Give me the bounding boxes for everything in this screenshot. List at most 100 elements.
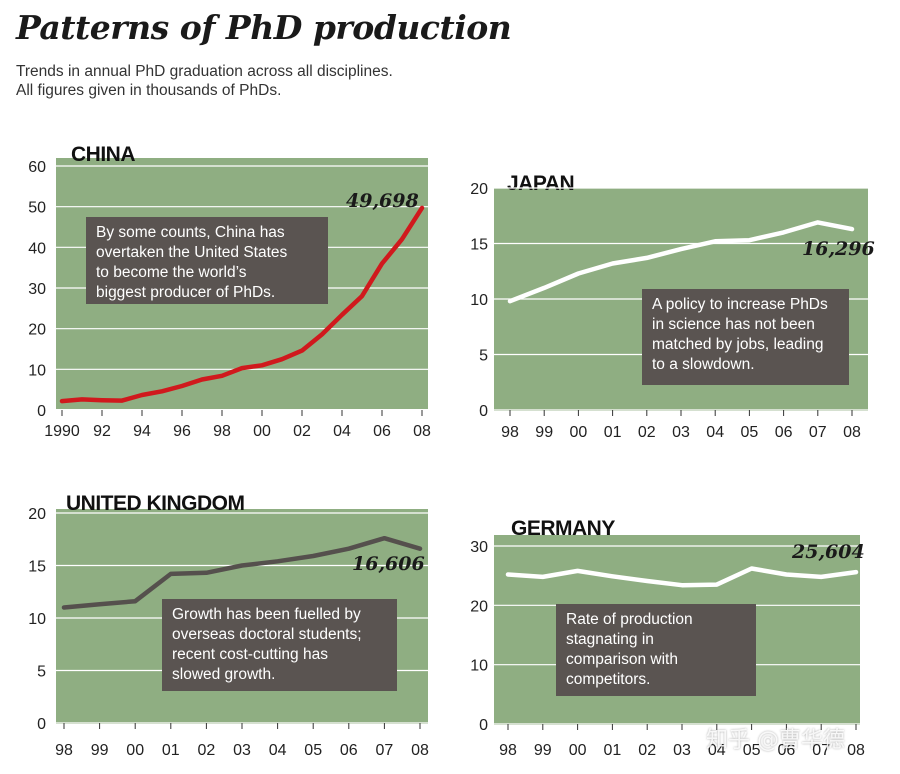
y-tick-label: 10 [28,362,46,379]
chart-title: UNITED KINGDOM [66,492,245,515]
x-tick-label: 05 [304,742,322,759]
x-axis: 98 99 00 01 02 03 04 05 06 07 08 [55,723,429,759]
x-tick-label: 04 [708,742,726,759]
x-tick-label: 99 [534,742,552,759]
series-line [505,566,859,588]
y-tick-label: 60 [28,159,46,176]
annotation-line: to a slowdown. [652,356,755,373]
x-tick-label: 02 [293,423,311,440]
x-tick-label: 98 [501,424,519,441]
annotation-line: biggest producer of PhDs. [96,284,276,301]
x-tick-label: 03 [673,742,691,759]
series-line [59,205,425,404]
y-tick-label: 15 [28,559,46,576]
y-tick-label: 20 [28,506,46,523]
annotation-line: stagnating in [566,631,654,648]
x-tick-label: 05 [741,424,759,441]
x-tick-label: 01 [604,424,622,441]
x-tick-label: 96 [173,423,191,440]
y-tick-label: 20 [28,322,46,339]
y-axis: 0 5 10 15 20 [28,506,46,733]
x-tick-label: 02 [198,742,216,759]
y-tick-label: 10 [28,611,46,628]
y-tick-label: 20 [470,181,488,198]
x-tick-label: 08 [413,423,431,440]
x-tick-label: 07 [376,742,394,759]
x-tick-label: 07 [812,742,830,759]
series-group [505,566,859,588]
series-group [59,205,425,404]
x-tick-label: 03 [233,742,251,759]
value-label: 49,698 [346,190,419,212]
x-tick-label: 1990 [44,423,80,440]
y-axis: 0 10 20 30 40 50 60 [28,159,46,420]
annotation-line: overtaken the United States [96,244,288,261]
x-tick-label: 98 [213,423,231,440]
chart-title: GERMANY [511,517,615,540]
annotation-line: overseas doctoral students; [172,626,362,643]
annotation-line: competitors. [566,671,651,688]
x-axis: 1990 92 94 96 98 00 02 04 06 08 [44,410,431,440]
subtitle-line: All figures given in thousands of PhDs. [16,82,282,99]
y-tick-label: 10 [470,658,488,675]
x-tick-label: 99 [535,424,553,441]
series-line [61,535,423,610]
x-tick-label: 04 [706,424,724,441]
x-axis: 98 99 00 01 02 03 04 05 06 07 08 [501,410,861,441]
annotation-line: to become the world’s [96,264,247,281]
x-tick-label: 00 [126,742,144,759]
x-tick-label: 94 [133,423,151,440]
chart-title: JAPAN [507,172,574,195]
annotation-box: Growth has been fuelled by overseas doct… [162,599,397,691]
watermark: 知乎 @曹华德 [706,728,845,753]
annotation-line: matched by jobs, leading [652,336,824,353]
x-tick-label: 04 [333,423,351,440]
x-tick-label: 03 [672,424,690,441]
annotation-line: A policy to increase PhDs [652,296,828,313]
page-subtitle: Trends in annual PhD graduation across a… [16,62,393,100]
y-tick-label: 30 [28,281,46,298]
annotation-line: Growth has been fuelled by [172,606,361,623]
x-tick-label: 98 [55,742,73,759]
x-tick-label: 02 [638,424,656,441]
y-tick-label: 40 [28,240,46,257]
value-label: 16,606 [352,553,425,575]
x-tick-label: 06 [778,742,796,759]
y-tick-label: 30 [470,539,488,556]
x-tick-label: 05 [743,742,761,759]
annotation-line: in science has not been [652,316,815,333]
y-tick-label: 0 [479,403,488,420]
y-axis: 0 10 20 30 [470,539,488,734]
x-tick-label: 99 [91,742,109,759]
y-axis: 0 5 10 15 20 [470,181,488,420]
x-tick-label: 06 [775,424,793,441]
y-tick-label: 0 [479,717,488,734]
y-tick-label: 5 [37,664,46,681]
x-tick-label: 08 [847,742,865,759]
annotation-line: By some counts, China has [96,224,285,241]
series-group [507,220,855,304]
y-tick-label: 50 [28,200,46,217]
x-axis: 98 99 00 01 02 03 04 05 06 07 08 [499,724,865,759]
x-tick-label: 07 [809,424,827,441]
x-tick-label: 00 [570,424,588,441]
x-tick-label: 01 [162,742,180,759]
annotation-line: recent cost-cutting has [172,646,328,663]
x-tick-label: 98 [499,742,517,759]
y-tick-label: 0 [37,403,46,420]
x-tick-label: 00 [569,742,587,759]
y-tick-label: 15 [470,237,488,254]
x-tick-label: 06 [340,742,358,759]
x-tick-label: 01 [604,742,622,759]
annotation-box: A policy to increase PhDs in science has… [642,289,849,385]
x-tick-label: 92 [93,423,111,440]
annotation-box: Rate of production stagnating in compari… [556,604,756,696]
series-line [507,220,855,304]
x-tick-label: 02 [638,742,656,759]
y-tick-label: 20 [470,598,488,615]
x-tick-label: 04 [269,742,287,759]
value-label: 25,604 [791,541,865,563]
y-tick-label: 10 [470,292,488,309]
page-title: Patterns of PhD production [16,8,512,47]
x-tick-label: 08 [843,424,861,441]
